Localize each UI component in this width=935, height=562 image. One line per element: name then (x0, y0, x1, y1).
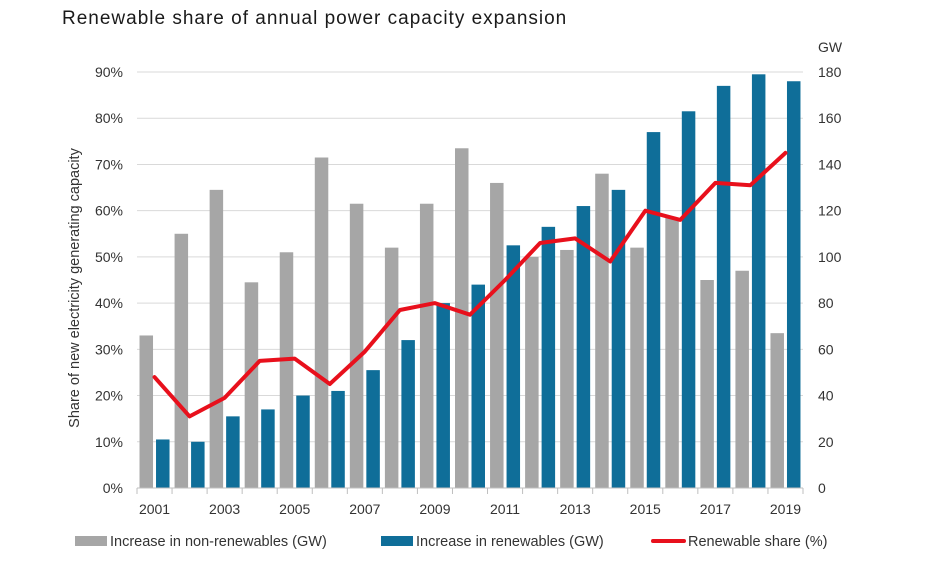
bar-non-renewables-2019 (770, 333, 784, 488)
bar-non-renewables-2010 (455, 148, 469, 488)
right-tick-label: 0 (818, 480, 826, 496)
right-tick-label: 20 (818, 434, 834, 450)
left-tick-label: 70% (95, 156, 123, 172)
bar-non-renewables-2009 (419, 203, 434, 488)
x-tick-label: 2019 (770, 501, 801, 517)
left-tick-label: 80% (95, 110, 123, 126)
bar-non-renewables-2001 (139, 335, 154, 488)
bar-non-renewables-2016 (665, 217, 679, 488)
left-tick-label: 50% (95, 249, 123, 265)
bar-renewables-2017 (716, 85, 731, 488)
bar-renewables-2005 (296, 395, 310, 488)
bar-renewables-2016 (681, 111, 696, 489)
bar-non-renewables-2005 (279, 252, 294, 488)
bar-renewables-2015 (646, 132, 661, 489)
legend-label-renewable-share: Renewable share (%) (688, 534, 827, 550)
bar-non-renewables-2014 (595, 173, 609, 488)
bar-non-renewables-2013 (560, 249, 574, 488)
bar-non-renewables-2002 (174, 233, 189, 488)
bar-non-renewables-2011 (490, 182, 504, 488)
right-tick-label: 140 (818, 156, 842, 172)
bar-renewables-2013 (576, 206, 591, 489)
right-axis-unit: GW (818, 39, 843, 55)
bar-renewables-2010 (471, 284, 485, 488)
left-axis-title: Share of new electricity generating capa… (67, 147, 83, 427)
bar-renewables-2019 (786, 81, 801, 488)
bar-renewables-2002 (191, 441, 205, 488)
x-tick-label: 2001 (139, 501, 170, 517)
left-tick-label: 90% (95, 64, 123, 80)
legend-label-renewables: Increase in renewables (GW) (416, 534, 604, 550)
bar-renewables-2001 (156, 439, 170, 488)
left-tick-label: 30% (95, 341, 123, 357)
bar-non-renewables-2015 (630, 247, 644, 488)
x-tick-label: 2011 (490, 501, 520, 517)
legend-label-non-renewables: Increase in non-renewables (GW) (110, 534, 327, 550)
bar-renewables-2014 (611, 189, 626, 488)
right-tick-label: 120 (818, 203, 842, 219)
x-tick-label: 2013 (560, 501, 591, 517)
bar-renewables-2012 (541, 226, 556, 488)
left-tick-label: 10% (95, 434, 123, 450)
bar-non-renewables-2018 (735, 270, 749, 488)
bar-renewables-2003 (226, 416, 240, 488)
legend-swatch-renewables (381, 536, 413, 546)
right-tick-label: 180 (818, 64, 842, 80)
bar-non-renewables-2007 (349, 203, 364, 488)
bar-non-renewables-2017 (700, 280, 714, 488)
left-tick-label: 0% (103, 480, 123, 496)
bar-renewables-2008 (401, 340, 415, 488)
bar-non-renewables-2006 (314, 157, 329, 488)
bar-non-renewables-2012 (525, 256, 539, 488)
x-tick-label: 2009 (419, 501, 450, 517)
bar-renewables-2006 (331, 390, 345, 488)
bar-non-renewables-2003 (209, 189, 224, 488)
x-tick-label: 2007 (349, 501, 380, 517)
x-tick-label: 2005 (279, 501, 310, 517)
left-tick-label: 60% (95, 203, 123, 219)
chart-title: Renewable share of annual power capacity… (62, 8, 568, 29)
bar-renewables-2011 (506, 245, 521, 488)
right-tick-label: 40 (818, 388, 834, 404)
x-tick-label: 2017 (700, 501, 731, 517)
x-tick-label: 2003 (209, 501, 240, 517)
bar-non-renewables-2004 (244, 282, 259, 488)
legend-swatch-non-renewables (75, 536, 107, 546)
left-tick-label: 40% (95, 295, 123, 311)
right-tick-label: 80 (818, 295, 834, 311)
left-tick-label: 20% (95, 388, 123, 404)
right-tick-label: 100 (818, 249, 842, 265)
bar-renewables-2009 (436, 303, 450, 488)
right-tick-label: 60 (818, 341, 834, 357)
line-renewable-share (152, 150, 788, 419)
bar-non-renewables-2008 (384, 247, 399, 488)
right-tick-label: 160 (818, 110, 842, 126)
x-tick-label: 2015 (630, 501, 661, 517)
bar-renewables-2007 (366, 370, 380, 488)
bar-renewables-2018 (751, 74, 766, 489)
bar-renewables-2004 (261, 409, 275, 488)
